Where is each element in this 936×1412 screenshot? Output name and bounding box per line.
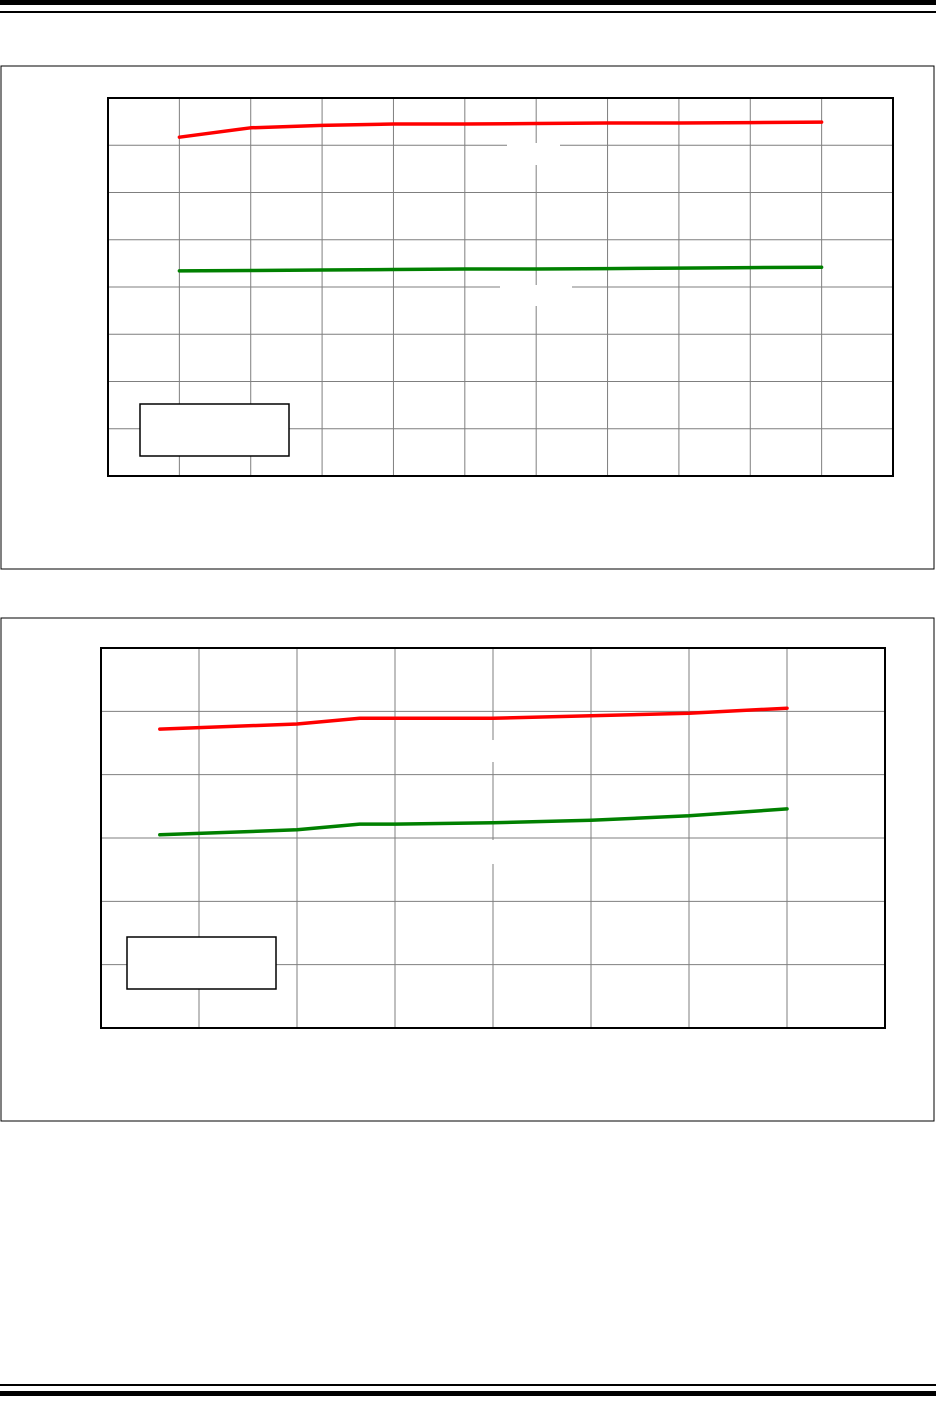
legend-box bbox=[126, 936, 277, 990]
data-line bbox=[177, 120, 824, 139]
figure-frame bbox=[0, 65, 935, 570]
label-backdrop bbox=[500, 285, 572, 306]
plot-frame bbox=[107, 97, 894, 477]
plot-frame bbox=[100, 647, 886, 1029]
data-line bbox=[158, 706, 789, 731]
footer-rule-thin bbox=[0, 1384, 936, 1386]
label-backdrop bbox=[475, 740, 545, 762]
label-backdrop bbox=[507, 143, 560, 165]
data-line bbox=[158, 807, 789, 837]
figure-frame bbox=[0, 617, 935, 1122]
label-backdrop bbox=[476, 840, 546, 864]
data-line bbox=[177, 265, 824, 273]
header-rule-thick bbox=[0, 0, 936, 5]
footer-rule-thick bbox=[0, 1391, 936, 1396]
header-rule-thin bbox=[0, 11, 936, 13]
legend-box bbox=[139, 403, 290, 457]
